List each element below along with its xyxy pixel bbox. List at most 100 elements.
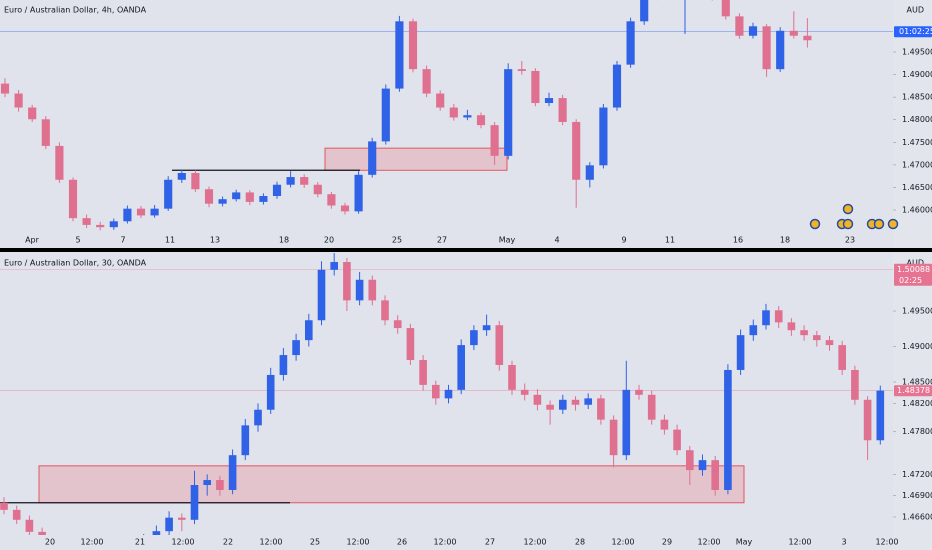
y-tick-label: 1.48500 (902, 378, 932, 387)
candle-body (164, 179, 173, 209)
chart-title: Euro / Australian Dollar, 30, OANDA (4, 259, 147, 268)
x-tick-label: 26 (397, 538, 407, 547)
candle-body (533, 394, 542, 405)
candle-body (838, 345, 847, 370)
candle-body (313, 184, 322, 195)
candle-body (803, 35, 812, 41)
candle-body (381, 300, 389, 321)
candle-body (749, 325, 758, 336)
candle-body (12, 509, 21, 520)
y-tick-label: 1.46600 (902, 512, 932, 521)
candle-body (419, 360, 427, 385)
candle-body (38, 531, 46, 535)
candle-body (571, 399, 580, 405)
candle-body (190, 485, 199, 520)
candle-body (14, 93, 23, 108)
candle-body (463, 115, 472, 118)
candle-body (355, 279, 364, 301)
chart-title: Euro / Australian Dollar, 4h, OANDA (4, 6, 147, 15)
candle-body (599, 107, 608, 166)
candle-body (41, 119, 50, 146)
candle-body (228, 455, 237, 490)
x-tick-label: 22 (223, 538, 233, 547)
candle-body (508, 364, 516, 390)
x-tick-label: 25 (392, 236, 402, 245)
candle-body (123, 208, 132, 222)
event-icon[interactable] (873, 218, 885, 230)
candle-body (622, 389, 631, 456)
y-tick-label: 1.46900 (902, 491, 932, 500)
x-tick-label: 16 (733, 236, 743, 245)
candle-body (286, 177, 295, 185)
candle-body (735, 16, 744, 36)
candle-body (203, 480, 212, 486)
x-tick-label: Apr (25, 236, 40, 245)
x-tick-label: 12:00 (611, 538, 634, 547)
y-tick-label: 1.46000 (902, 206, 932, 215)
y-tick-label: 1.47200 (902, 470, 932, 479)
countdown-label: 02:25 (899, 276, 922, 285)
candle-body (422, 69, 431, 94)
price-axis: 1.49500 1.49000 1.48500 1.48000 1.47500 1.470… (893, 6, 932, 215)
candle-body (381, 88, 390, 142)
candle-body (368, 279, 377, 301)
candle-body (245, 192, 254, 202)
x-tick-label: 23 (845, 236, 855, 245)
candle-body (787, 322, 796, 331)
candle-body (279, 355, 288, 375)
candle-body (776, 30, 785, 70)
candle-body (272, 184, 282, 197)
candle-body (431, 384, 440, 399)
plot-area (0, 0, 893, 231)
candle-body (436, 93, 445, 108)
candle-body (635, 389, 643, 395)
x-tick-label: 12:00 (346, 538, 369, 547)
candle-body (330, 262, 339, 270)
candle-body (395, 21, 404, 89)
candle-body (517, 69, 526, 71)
candle-body (327, 194, 336, 206)
candle-body (457, 345, 466, 390)
candle-body (393, 320, 402, 329)
candle-body (96, 224, 105, 228)
x-tick-label: 13 (210, 236, 220, 245)
zone (324, 147, 508, 171)
x-tick-label: 5 (75, 236, 80, 245)
price-label-box (894, 263, 932, 286)
candle-body (825, 340, 834, 346)
price-axis-bg (893, 253, 932, 550)
x-tick-label: 12:00 (171, 538, 194, 547)
candle-body (0, 502, 8, 510)
x-tick-label: May (736, 538, 753, 547)
candle-body (408, 21, 418, 70)
candle-body (406, 328, 415, 361)
event-icon[interactable] (842, 203, 854, 215)
candle-body (354, 174, 363, 212)
price-label: 1.50088 (897, 265, 930, 274)
x-tick-label: 7 (120, 236, 125, 245)
candle-body (317, 269, 326, 321)
candle-body (558, 399, 567, 410)
x-tick-label: 21 (135, 538, 145, 547)
event-icon[interactable] (887, 218, 899, 230)
candle-body (762, 26, 771, 70)
price-axis: 1.49500 1.49000 1.48500 1.48200 1.47800 1.472… (893, 259, 932, 521)
candle-body (721, 0, 730, 17)
candle-body (544, 98, 554, 104)
candle-body (863, 399, 872, 441)
x-tick-label: 28 (575, 538, 585, 547)
event-icon[interactable] (842, 218, 854, 230)
candle-body (585, 165, 594, 180)
y-tick-label: 1.46500 (902, 183, 932, 192)
candle-body (698, 460, 707, 471)
candle-body (612, 64, 622, 108)
x-tick-label: 11 (165, 236, 175, 245)
candle-body (25, 519, 34, 532)
candle-body (150, 208, 159, 216)
event-icon[interactable] (809, 218, 821, 230)
y-tick-label: 1.48000 (902, 115, 932, 124)
candle-body (876, 390, 885, 441)
candle-body (660, 419, 669, 430)
